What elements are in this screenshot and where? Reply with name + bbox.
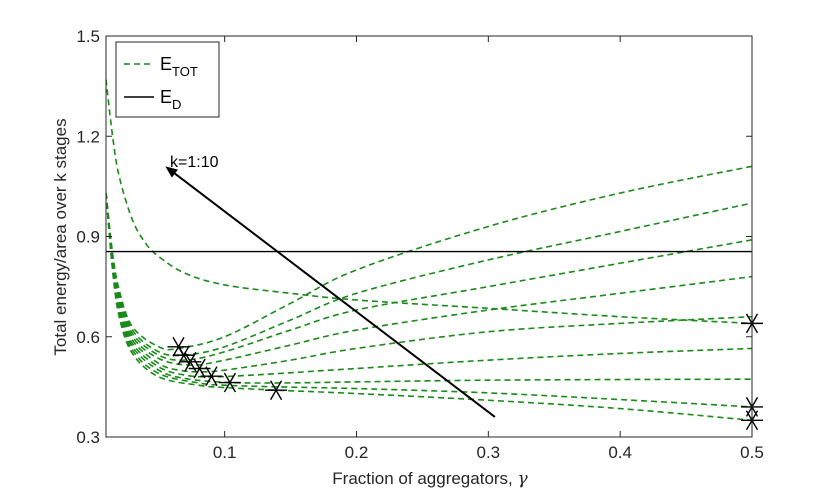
min-marker-5 bbox=[200, 366, 223, 387]
series-line-k4 bbox=[106, 192, 752, 384]
y-tick-label: 0.9 bbox=[76, 228, 100, 247]
x-tick-label: 0.5 bbox=[740, 443, 764, 462]
x-tick-label: 0.1 bbox=[213, 443, 237, 462]
y-tick-label: 0.3 bbox=[76, 428, 100, 447]
x-tick-label: 0.3 bbox=[477, 443, 501, 462]
annotation-layer: k=1:10 bbox=[165, 154, 496, 418]
x-tick-label: 0.2 bbox=[345, 443, 369, 462]
series-line-k10 bbox=[106, 165, 752, 351]
series-line-k6 bbox=[106, 192, 752, 373]
series-line-k2 bbox=[106, 192, 752, 422]
legend-label-etot: ETOT bbox=[160, 54, 198, 79]
series-line-k1 bbox=[106, 79, 752, 325]
y-tick-label: 1.2 bbox=[76, 127, 100, 146]
min-marker-6 bbox=[218, 372, 241, 393]
series-line-k8 bbox=[106, 192, 752, 362]
annotation-label: k=1:10 bbox=[170, 154, 219, 171]
legend-label-ed: ED bbox=[160, 87, 181, 112]
series-line-k5 bbox=[106, 192, 752, 378]
min-marker-7 bbox=[265, 380, 288, 401]
y-tick-label: 1.5 bbox=[76, 27, 100, 46]
series-line-k7 bbox=[106, 192, 752, 366]
annotation-arrow-line bbox=[174, 172, 496, 418]
y-tick-label: 0.6 bbox=[76, 328, 100, 347]
y-axis-label: Total energy/area over k stages bbox=[51, 118, 70, 355]
x-tick-label: 0.4 bbox=[608, 443, 632, 462]
x-axis-label: Fraction of aggregators, γ bbox=[332, 469, 528, 489]
annotation-arrow-head bbox=[165, 166, 178, 178]
series-line-k3 bbox=[106, 192, 752, 408]
legend: ETOT ED bbox=[115, 41, 220, 118]
marker-layer bbox=[167, 313, 763, 431]
tick-layer: 0.1 0.2 0.3 0.4 0.5 0.3 0.6 0.9 1.2 1.5 bbox=[76, 27, 763, 462]
legend-box bbox=[115, 41, 220, 118]
series-line-k9 bbox=[106, 192, 752, 357]
